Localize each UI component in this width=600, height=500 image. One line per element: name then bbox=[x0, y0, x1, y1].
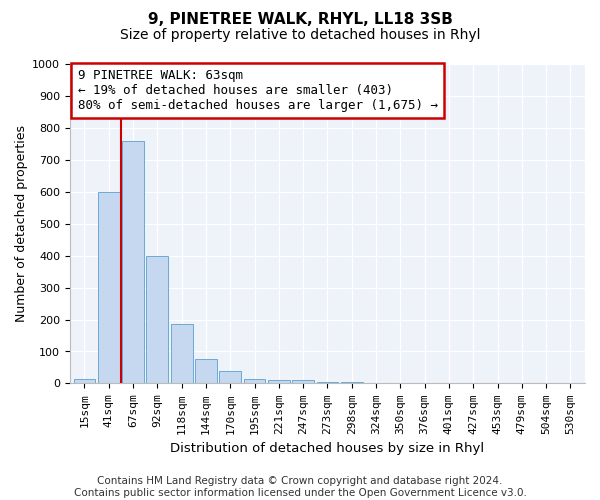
Bar bbox=[74, 378, 95, 384]
Bar bbox=[98, 192, 119, 384]
Text: 9, PINETREE WALK, RHYL, LL18 3SB: 9, PINETREE WALK, RHYL, LL18 3SB bbox=[148, 12, 452, 28]
Bar bbox=[341, 382, 362, 384]
Bar bbox=[292, 380, 314, 384]
Bar bbox=[365, 383, 387, 384]
Bar bbox=[122, 140, 144, 384]
Bar bbox=[146, 256, 168, 384]
X-axis label: Distribution of detached houses by size in Rhyl: Distribution of detached houses by size … bbox=[170, 442, 485, 455]
Bar bbox=[244, 378, 265, 384]
Bar bbox=[171, 324, 193, 384]
Text: Size of property relative to detached houses in Rhyl: Size of property relative to detached ho… bbox=[120, 28, 480, 42]
Bar bbox=[317, 382, 338, 384]
Bar bbox=[220, 370, 241, 384]
Bar bbox=[268, 380, 290, 384]
Text: 9 PINETREE WALK: 63sqm
← 19% of detached houses are smaller (403)
80% of semi-de: 9 PINETREE WALK: 63sqm ← 19% of detached… bbox=[77, 69, 437, 112]
Text: Contains HM Land Registry data © Crown copyright and database right 2024.
Contai: Contains HM Land Registry data © Crown c… bbox=[74, 476, 526, 498]
Bar bbox=[195, 360, 217, 384]
Y-axis label: Number of detached properties: Number of detached properties bbox=[15, 125, 28, 322]
